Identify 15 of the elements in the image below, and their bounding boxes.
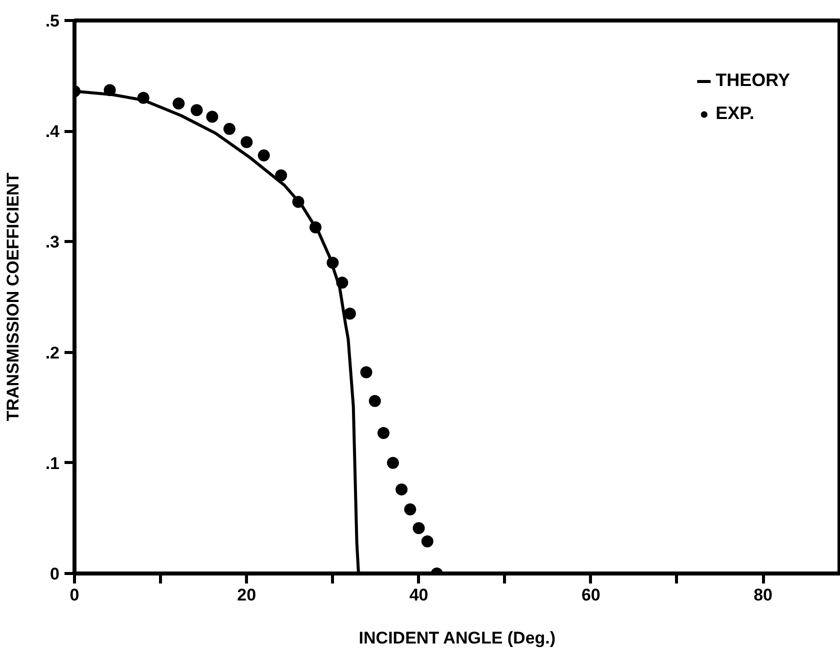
y-tick-label: 0: [50, 564, 60, 584]
x-axis-title: INCIDENT ANGLE (Deg.): [358, 628, 556, 648]
x-tick-label: 40: [409, 586, 428, 604]
legend-label: EXP.: [716, 103, 754, 124]
y-tick-label: .2: [45, 343, 60, 362]
legend-label: THEORY: [716, 70, 790, 91]
y-tick-label: .5: [45, 12, 60, 30]
y-tick-label: .4: [45, 122, 60, 142]
y-tick-label: .3: [45, 232, 60, 252]
x-tick-label: 60: [581, 586, 600, 604]
y-axis-title: TRANSMISSION COEFFICIENT: [3, 172, 22, 422]
x-tick-label: 20: [237, 586, 256, 604]
x-tick-label: 80: [754, 586, 773, 604]
x-tick-label: 0: [70, 586, 80, 604]
y-tick-label: .1: [45, 454, 60, 473]
